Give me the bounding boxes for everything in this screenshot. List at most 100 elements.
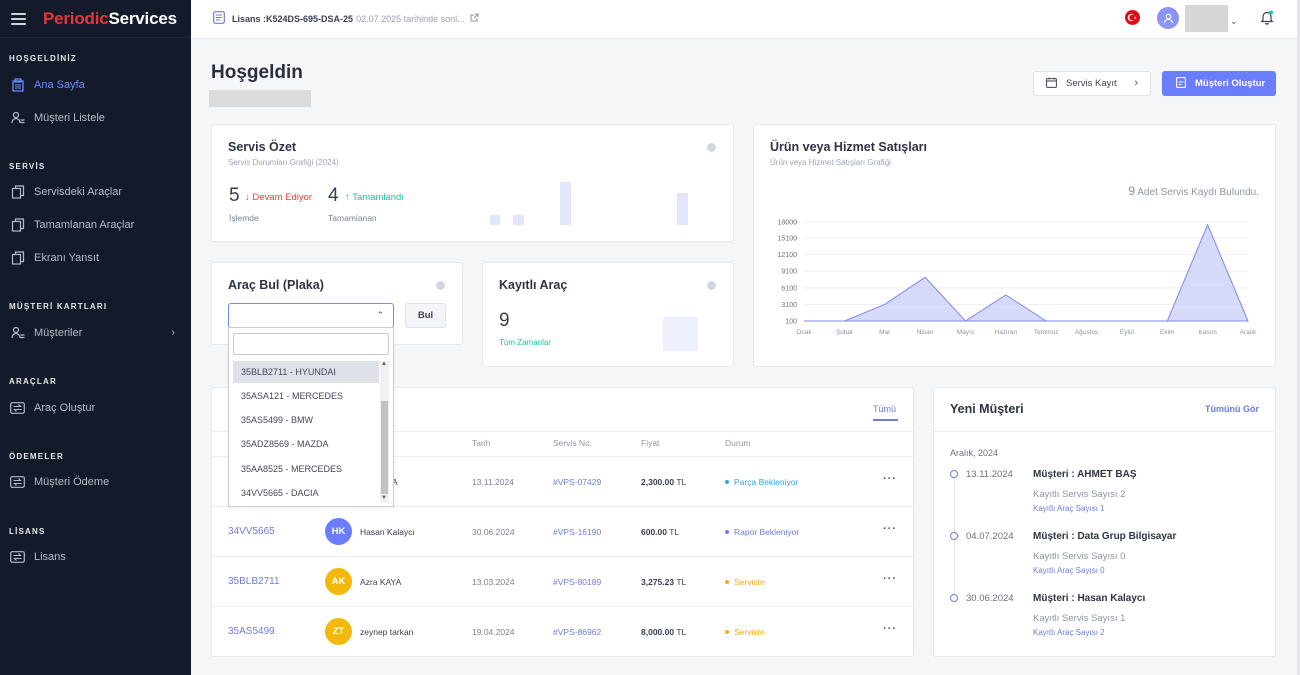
more-actions-icon[interactable]: ··· [883, 573, 897, 585]
row-date: 30.06.2024 [472, 527, 515, 537]
more-actions-icon[interactable]: ··· [883, 473, 897, 485]
chevron-down-icon[interactable]: ⌄ [1230, 16, 1238, 26]
sidebar-item-tamamlanan-araclar[interactable]: Tamamlanan Araçlar [0, 213, 191, 237]
user-avatar-icon[interactable] [1157, 7, 1179, 29]
license-info[interactable]: Lisans :K524DS-695-DSA-25 02.07.2025 tar… [213, 11, 479, 26]
user-name-placeholder [209, 90, 311, 107]
sidebar-item-lisans[interactable]: Lisans [0, 545, 191, 569]
dropdown-option[interactable]: 35ASA121 - MERCEDES [241, 391, 344, 401]
servis-no-link[interactable]: #VPS-80189 [553, 577, 602, 587]
external-link-icon[interactable] [470, 13, 479, 24]
dropdown-option[interactable]: 35AA8525 - MERCEDES [241, 464, 343, 474]
sidebar-item-label: Müşteri Listele [34, 112, 105, 124]
timeline-date: 04.07.2024 [966, 531, 1014, 542]
status-badge: Serviste [725, 577, 765, 587]
topbar: Lisans :K524DS-695-DSA-25 02.07.2025 tar… [191, 0, 1300, 39]
servis-no-link[interactable]: #VPS-16190 [553, 527, 602, 537]
avatar: ZT [325, 618, 352, 645]
plaka-dropdown[interactable]: 35BLB2711 - HYUNDAI 35ASA121 - MERCEDES … [228, 327, 394, 507]
timeline-customer-name[interactable]: Müşteri : Data Grup Bilgisayar [1033, 531, 1177, 542]
kayitli-arac-value: 9 [499, 310, 510, 331]
user-list-icon [10, 111, 25, 126]
nav-section-title: SERVİS [9, 162, 46, 171]
plaka-select[interactable]: ⌃ [228, 303, 394, 328]
info-icon[interactable] [436, 281, 445, 290]
divider [212, 556, 913, 557]
info-icon[interactable] [707, 143, 716, 152]
sidebar-item-ekrani-yansit[interactable]: Ekranı Yansıt [0, 246, 191, 270]
y-tick-label: 9100 [781, 269, 797, 276]
scroll-down-icon[interactable]: ▼ [381, 495, 387, 501]
page-scrollbar[interactable] [1297, 0, 1300, 675]
divider [212, 431, 913, 432]
copy-icon [10, 185, 25, 200]
timeline-customer-name[interactable]: Müşteri : AHMET BAŞ [1033, 469, 1137, 480]
x-tick-label: Nisan [917, 329, 934, 336]
dropdown-option[interactable]: 34VV5665 - DACIA [241, 488, 319, 498]
servis-kayit-button[interactable]: Servis Kayıt › [1033, 71, 1151, 96]
more-actions-icon[interactable]: ··· [883, 523, 897, 535]
bul-button[interactable]: Bul [405, 303, 446, 328]
scroll-up-icon[interactable]: ▲ [381, 361, 387, 367]
sidebar-item-musteri-odeme[interactable]: Müşteri Ödeme [0, 470, 191, 494]
sidebar-item-label: Servisdeki Araçlar [34, 186, 123, 198]
dropdown-option[interactable]: 35BLB2711 - HYUNDAI [233, 361, 379, 383]
stat-trend-up: ↑ Tamamlandı [345, 192, 404, 203]
chevron-right-icon: › [1134, 77, 1138, 89]
user-name-placeholder[interactable] [1185, 5, 1228, 32]
sidebar-item-arac-olustur[interactable]: Araç Oluştur [0, 396, 191, 420]
status-badge: Serviste [725, 627, 765, 637]
customer-name: A [392, 477, 398, 487]
plaka-search-input[interactable] [233, 333, 389, 355]
x-tick-label: Eylül [1120, 329, 1135, 336]
plate-link[interactable]: 34VV5665 [228, 526, 275, 537]
timeline-arac-count[interactable]: Kayıtlı Araç Sayısı 2 [1033, 628, 1105, 637]
scrollbar-thumb[interactable] [381, 401, 388, 494]
nav-section-title: ÖDEMELER [9, 452, 64, 461]
plate-link[interactable]: 35BLB2711 [228, 576, 280, 587]
sidebar-item-musteri-listele[interactable]: Müşteri Listele [0, 106, 191, 130]
row-date: 19.04.2024 [472, 627, 515, 637]
sidebar-item-label: Ana Sayfa [34, 79, 85, 91]
row-price: 8,000.00 TL [641, 627, 687, 637]
card-title: Servis Özet [228, 140, 297, 154]
status-badge: Parça Bekleniyor [725, 477, 798, 487]
mini-bar [677, 193, 688, 225]
dropdown-scrollbar[interactable]: ▲ ▼ [380, 361, 389, 503]
hamburger-menu-icon[interactable] [11, 12, 26, 25]
dropdown-option[interactable]: 35ADZ8569 - MAZDA [241, 439, 329, 449]
sidebar-item-servisdeki-araclar[interactable]: Servisdeki Araçlar [0, 180, 191, 204]
servis-no-link[interactable]: #VPS-07429 [553, 477, 602, 487]
turkish-flag-icon[interactable] [1125, 10, 1140, 25]
tumu-link[interactable]: Tümü [873, 404, 897, 414]
dropdown-option[interactable]: 35AS5499 - BMW [241, 415, 314, 425]
col-header-durum: Durum [725, 438, 751, 448]
swap-icon [10, 401, 25, 416]
servis-no-link[interactable]: #VPS-86962 [553, 627, 602, 637]
sidebar-item-musteriler[interactable]: Müşteriler › [0, 321, 191, 345]
sidebar-item-ana-sayfa[interactable]: Ana Sayfa [0, 73, 191, 97]
more-actions-icon[interactable]: ··· [883, 623, 897, 635]
copy-icon [10, 251, 25, 266]
avatar: HK [325, 518, 352, 545]
timeline-customer-name[interactable]: Müşteri : Hasan Kalaycı [1033, 593, 1146, 604]
brand-logo[interactable]: PeriodicServices [43, 8, 177, 28]
kayitli-arac-label: Tüm Zamanlar [499, 338, 552, 347]
info-icon[interactable] [707, 281, 716, 290]
timeline-arac-count[interactable]: Kayıtlı Araç Sayısı 1 [1033, 504, 1105, 513]
bell-icon[interactable] [1260, 10, 1274, 28]
plate-link[interactable]: 35AS5499 [228, 626, 275, 637]
status-badge: Rapor Bekleniyor [725, 527, 799, 537]
musteri-olustur-button[interactable]: Müşteri Oluştur [1162, 71, 1276, 96]
y-tick-label: 6100 [781, 285, 797, 292]
stat-label: Tamamlanan [328, 213, 377, 223]
tumunu-gor-link[interactable]: Tümünü Gör [1205, 404, 1259, 414]
sidebar-item-label: Müşteriler [34, 327, 83, 339]
x-tick-label: Temmuz [1034, 329, 1059, 336]
timeline-dot [950, 532, 958, 540]
swap-icon [10, 475, 25, 490]
sales-area-chart: 100 3100 6100 9100 12100 15100 18000 Ocak Şubat… [778, 220, 1258, 337]
y-tick-label: 100 [785, 319, 797, 326]
sidebar: PeriodicServices HOŞGELDİNİZ Ana Sayfa M… [0, 0, 191, 675]
timeline-arac-count[interactable]: Kayıtlı Araç Sayısı 0 [1033, 566, 1105, 575]
